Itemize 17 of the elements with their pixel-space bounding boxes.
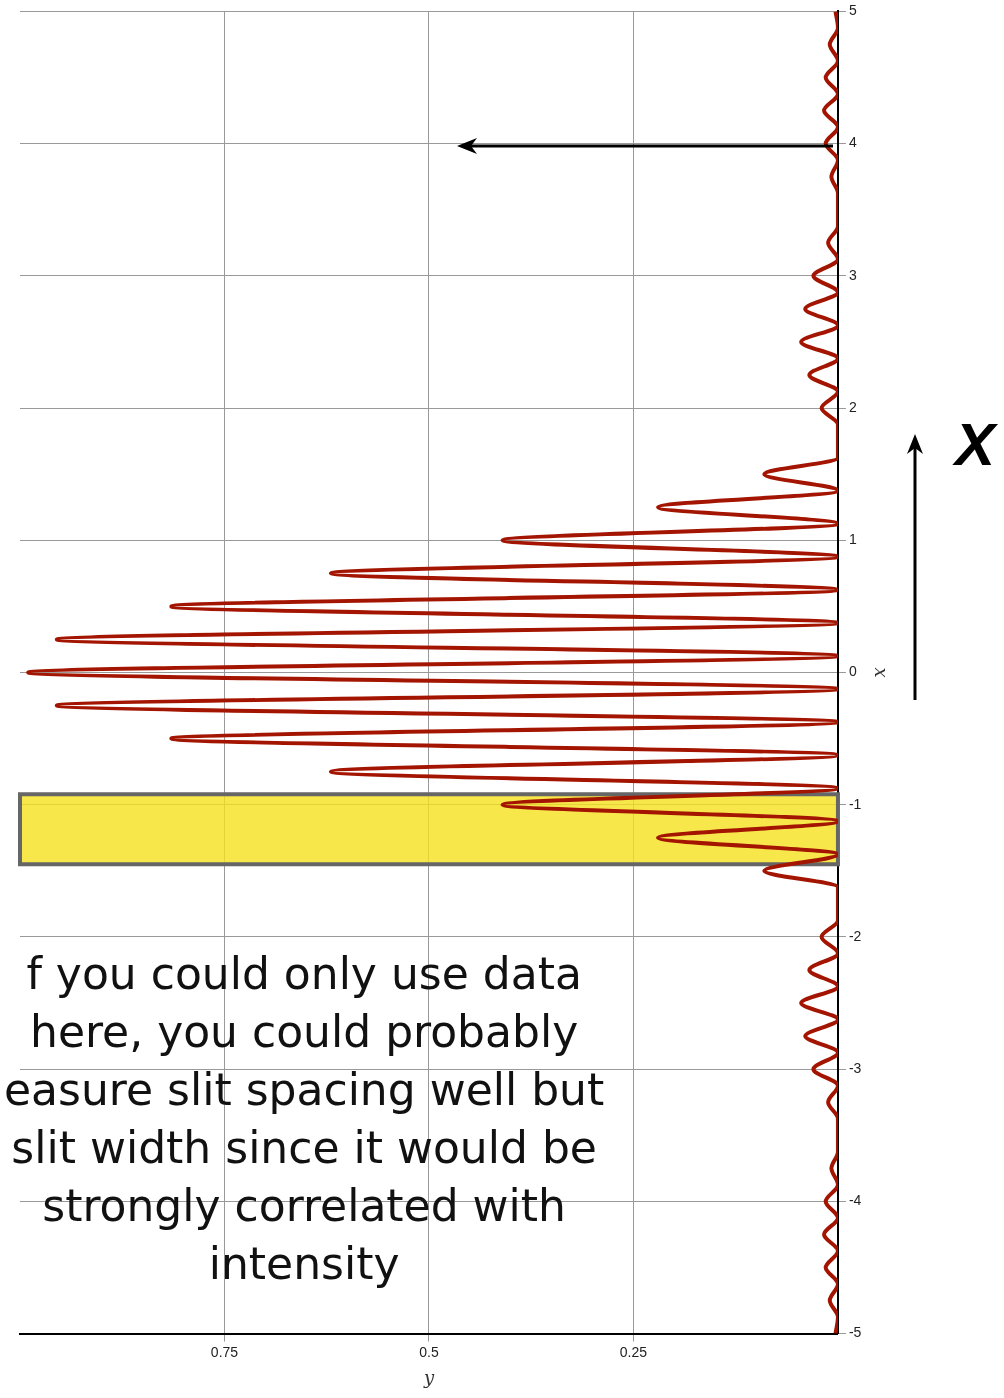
x-axis-title: y <box>422 1366 435 1388</box>
y-tick-label: 4 <box>848 134 857 151</box>
x-tick-label: 0.25 <box>619 1343 648 1360</box>
y-tick-label: 3 <box>848 266 857 283</box>
x-tick-label: 0.5 <box>419 1343 439 1360</box>
y-tick-label: 0 <box>848 663 857 680</box>
y-tick-label: -1 <box>848 795 862 812</box>
y-axis-title: x <box>870 667 892 678</box>
y-tick-label: 1 <box>848 531 857 548</box>
y-tick-label: 5 <box>848 2 857 19</box>
y-tick-label: -4 <box>848 1192 862 1209</box>
y-tick-label: -2 <box>848 927 862 944</box>
annotation: f you could only use data here, you could probably easure slit spacing well but slit width since it would be strongly correlated with intensity <box>4 947 605 1291</box>
y-tick-label: -3 <box>848 1060 862 1077</box>
y-tick-label: -5 <box>848 1324 862 1341</box>
y-tick-label: 2 <box>848 398 857 415</box>
x-tick-label: 0.75 <box>210 1343 239 1360</box>
